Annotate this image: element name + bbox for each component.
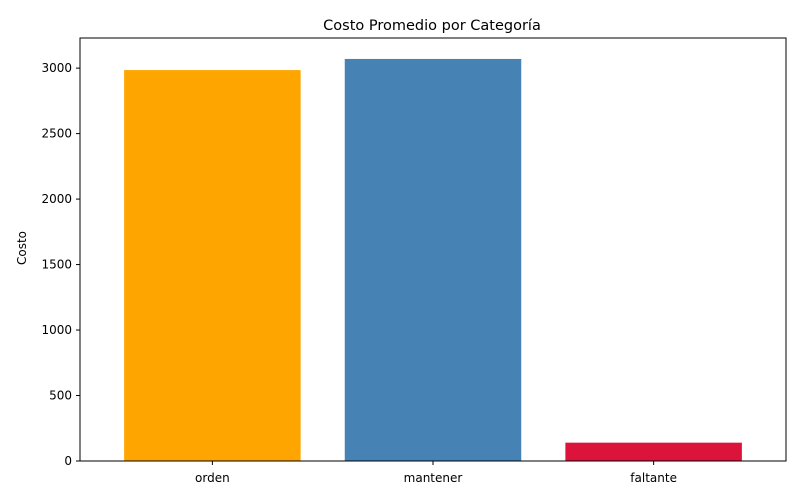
y-tick-label: 2000 [41,192,72,206]
y-axis: 0 500 1000 1500 2000 2500 3000 [41,61,80,468]
x-tick-label-mantener: mantener [404,471,463,485]
y-tick-label: 2500 [41,127,72,141]
y-tick-label: 1500 [41,258,72,272]
y-tick-label: 3000 [41,61,72,75]
y-tick-label: 0 [64,454,72,468]
plot-frame [79,37,787,462]
chart-title: Costo Promedio por Categoría [323,18,541,34]
bar-faltante [565,442,742,461]
y-tick-label: 500 [49,389,72,403]
y-axis-label: Costo [15,231,29,265]
bars-group [124,58,742,462]
x-tick-label-orden: orden [195,471,230,485]
bar-orden [124,70,301,461]
x-axis: orden mantener faltante [195,461,677,485]
y-tick-label: 1000 [41,323,72,337]
x-tick-label-faltante: faltante [630,471,677,485]
bar-mantener [344,58,522,462]
